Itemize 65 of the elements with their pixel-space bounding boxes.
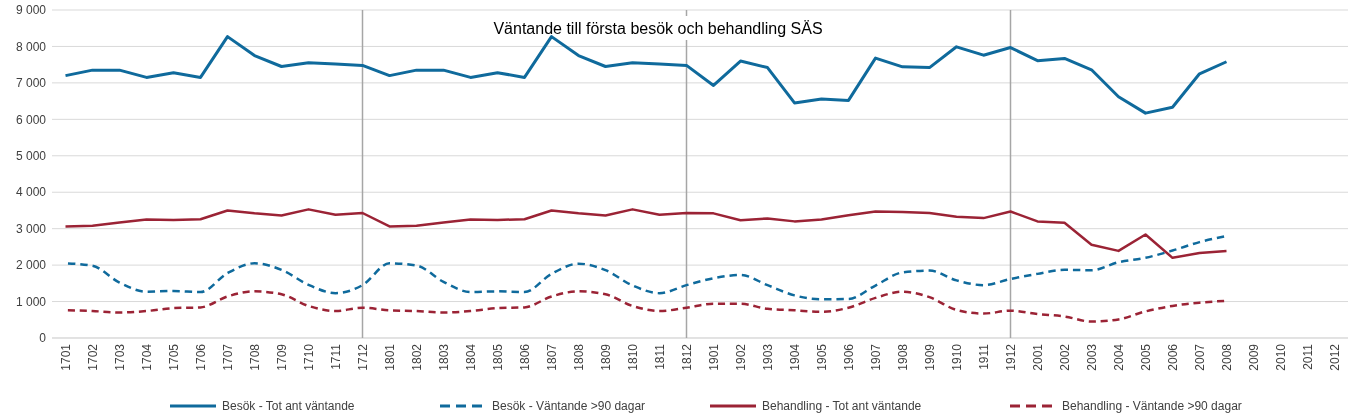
- x-tick-label: 1705: [166, 343, 181, 371]
- x-tick-label: 1711: [328, 343, 343, 370]
- text: Väntande till första besök och behandling SÄS: [493, 20, 823, 37]
- line-series: [64, 208, 1228, 260]
- x-tick-label: 2003: [1084, 343, 1099, 371]
- x-tick-label: 1707: [220, 343, 235, 371]
- x-tick-label: 1708: [247, 343, 262, 371]
- legend-label: Besök - Tot ant väntande: [222, 399, 355, 414]
- y-tick-label: 6 000: [15, 112, 47, 127]
- line-series: [64, 35, 1228, 115]
- x-tick-label: 1805: [490, 343, 505, 371]
- legend-label: Behandling - Tot ant väntande: [762, 399, 922, 414]
- x-tick-label: 1702: [85, 343, 100, 371]
- x-tick-label: 2002: [1057, 343, 1072, 371]
- x-tick-label: 1808: [571, 343, 586, 371]
- y-tick-label: 1 000: [15, 294, 47, 309]
- x-tick-label: 1906: [841, 343, 856, 371]
- y-tick-label: 7 000: [15, 76, 47, 91]
- x-tick-label: 1807: [544, 343, 559, 371]
- x-tick-label: 1904: [787, 343, 802, 371]
- x-tick-label: 2012: [1327, 343, 1342, 371]
- y-tick-label: 0: [39, 331, 47, 346]
- x-tick-label: 1911: [976, 343, 991, 370]
- x-tick-label: 1905: [814, 343, 829, 371]
- legend-label: Behandling - Väntande >90 dagar: [1062, 399, 1242, 414]
- x-tick-label: 1701: [58, 343, 73, 371]
- x-tick-label: 1910: [949, 343, 964, 371]
- x-tick-label: 1901: [706, 343, 721, 371]
- x-tick-label: 1803: [436, 343, 451, 371]
- x-tick-label: 2007: [1192, 343, 1207, 371]
- x-tick-label: 1802: [409, 343, 424, 371]
- x-tick-label: 1907: [868, 343, 883, 371]
- x-tick-label: 1810: [625, 343, 640, 371]
- x-tick-label: 2011: [1300, 343, 1315, 370]
- x-tick-label: 1710: [301, 343, 316, 371]
- x-tick-label: 1806: [517, 343, 532, 371]
- x-tick-label: 1903: [760, 343, 775, 371]
- x-tick-label: 1704: [139, 343, 154, 371]
- y-tick-label: 4 000: [15, 185, 47, 200]
- x-tick-label: 1809: [598, 343, 613, 371]
- x-tick-label: 2005: [1138, 343, 1153, 371]
- x-tick-label: 1706: [193, 343, 208, 371]
- x-tick-label: 1811: [652, 343, 667, 370]
- x-tick-label: 1908: [895, 343, 910, 371]
- x-tick-label: 2001: [1030, 343, 1045, 371]
- x-tick-label: 1909: [922, 343, 937, 371]
- y-tick-label: 5 000: [15, 148, 47, 163]
- y-tick-label: 3 000: [15, 221, 47, 236]
- x-tick-label: 1801: [382, 343, 397, 371]
- x-tick-label: 2009: [1246, 343, 1261, 371]
- x-tick-label: 1812: [679, 343, 694, 371]
- y-tick-label: 9 000: [15, 3, 47, 18]
- legend-label: Besök - Väntande >90 dagar: [492, 399, 646, 414]
- x-tick-label: 1709: [274, 343, 289, 371]
- x-tick-label: 1804: [463, 343, 478, 371]
- y-tick-label: 2 000: [15, 258, 47, 273]
- x-tick-label: 2006: [1165, 343, 1180, 371]
- x-tick-label: 1912: [1003, 343, 1018, 371]
- y-tick-label: 8 000: [15, 39, 47, 54]
- x-tick-label: 1902: [733, 343, 748, 371]
- x-tick-label: 2004: [1111, 343, 1126, 371]
- x-tick-label: 2008: [1219, 343, 1234, 371]
- x-tick-label: 2010: [1273, 343, 1288, 371]
- x-tick-label: 1712: [355, 343, 370, 371]
- x-tick-label: 1703: [112, 343, 127, 371]
